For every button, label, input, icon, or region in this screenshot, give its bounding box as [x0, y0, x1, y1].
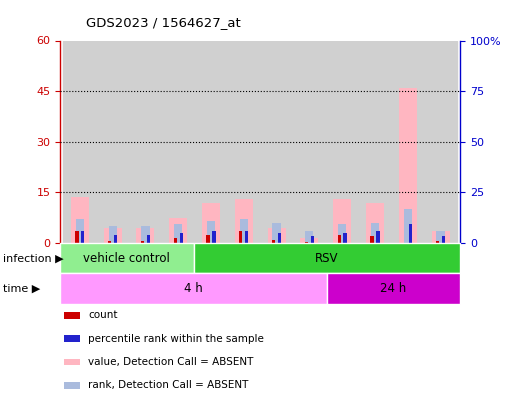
Bar — [104, 228, 122, 243]
Bar — [63, 40, 96, 243]
Text: 24 h: 24 h — [380, 282, 407, 295]
Bar — [129, 40, 162, 243]
Bar — [141, 226, 150, 243]
Bar — [64, 312, 80, 319]
Bar — [371, 223, 379, 243]
Bar — [338, 224, 346, 243]
Bar — [293, 40, 326, 243]
Bar — [141, 241, 144, 243]
Bar — [366, 202, 384, 243]
Bar — [207, 221, 215, 243]
Bar — [60, 243, 194, 273]
Bar — [305, 242, 308, 243]
Bar — [260, 40, 293, 243]
Text: count: count — [88, 310, 118, 320]
Bar — [239, 231, 243, 243]
Bar — [344, 233, 347, 243]
Bar — [436, 241, 439, 243]
Bar — [76, 220, 84, 243]
Bar — [278, 233, 281, 243]
Bar — [404, 209, 412, 243]
Bar — [114, 234, 117, 243]
Bar — [228, 40, 260, 243]
Bar — [424, 40, 457, 243]
Bar — [391, 40, 424, 243]
Bar — [137, 228, 154, 243]
Text: rank, Detection Call = ABSENT: rank, Detection Call = ABSENT — [88, 380, 248, 390]
Bar — [71, 198, 89, 243]
Bar — [81, 231, 84, 243]
Bar — [108, 241, 111, 243]
Bar — [326, 40, 359, 243]
Bar — [337, 234, 341, 243]
Bar — [333, 199, 351, 243]
Bar — [300, 238, 319, 243]
Bar — [64, 382, 80, 388]
Bar — [399, 88, 417, 243]
Bar — [64, 359, 80, 365]
Bar — [311, 236, 314, 243]
Bar — [431, 231, 450, 243]
Bar — [409, 224, 412, 243]
Bar — [272, 240, 275, 243]
Bar — [327, 273, 460, 304]
Bar — [359, 40, 391, 243]
Bar — [305, 231, 313, 243]
Bar — [194, 243, 460, 273]
Bar — [60, 273, 327, 304]
Bar — [162, 40, 195, 243]
Bar — [174, 238, 177, 243]
Bar — [212, 231, 215, 243]
Text: value, Detection Call = ABSENT: value, Detection Call = ABSENT — [88, 357, 254, 367]
Bar — [235, 199, 253, 243]
Text: 4 h: 4 h — [184, 282, 203, 295]
Bar — [370, 236, 373, 243]
Bar — [96, 40, 129, 243]
Bar — [268, 228, 286, 243]
Text: vehicle control: vehicle control — [83, 252, 170, 265]
Bar — [179, 233, 183, 243]
Text: percentile rank within the sample: percentile rank within the sample — [88, 334, 264, 344]
Text: RSV: RSV — [315, 252, 338, 265]
Bar — [202, 202, 220, 243]
Text: infection ▶: infection ▶ — [3, 253, 63, 263]
Bar — [240, 220, 248, 243]
Bar — [195, 40, 228, 243]
Bar — [174, 224, 183, 243]
Bar — [64, 335, 80, 342]
Bar — [437, 231, 445, 243]
Text: time ▶: time ▶ — [3, 284, 40, 294]
Bar — [272, 223, 281, 243]
Bar — [75, 231, 78, 243]
Bar — [147, 234, 150, 243]
Text: GDS2023 / 1564627_at: GDS2023 / 1564627_at — [86, 16, 241, 29]
Bar — [442, 236, 445, 243]
Bar — [207, 234, 210, 243]
Bar — [376, 231, 380, 243]
Bar — [169, 218, 187, 243]
Bar — [108, 226, 117, 243]
Bar — [245, 231, 248, 243]
